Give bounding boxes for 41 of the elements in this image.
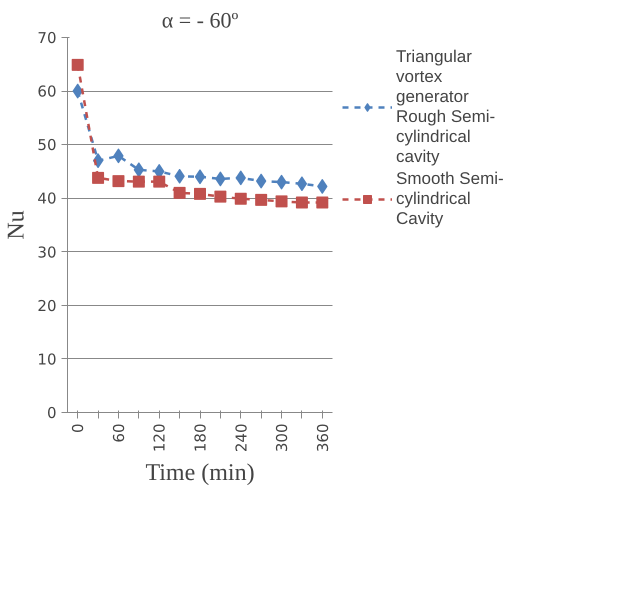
x-tick-label: 0 [69,423,88,434]
point [72,58,84,71]
x-tick-label: 360 [314,423,332,452]
point [113,148,124,164]
point [296,196,308,208]
y-tick-label: 50 [37,136,57,154]
point [134,162,144,178]
x-tick-label: 120 [150,423,169,452]
point [255,194,268,206]
point [112,175,124,188]
x-tick-label: 180 [192,423,210,452]
chart-title: α = - 60º [162,8,238,32]
y-tick-label: 60 [37,82,57,101]
point [194,169,206,184]
legend-label: Triangular vortex generator Rough Semi-cylindrical cavity [396,47,496,167]
point [132,176,145,188]
point [296,176,308,192]
y-axis-title: Nu [3,210,30,240]
y-tick-label: 40 [37,190,57,208]
y-tick-label: 30 [37,243,57,262]
y-tick-label: 10 [37,350,57,368]
y-tick-label: 20 [37,296,57,315]
point [214,190,226,203]
y-tick-label: 70 [37,29,57,47]
legend-label: Smooth Semi-cylindrical Cavity [396,169,504,229]
point [276,195,288,208]
point [174,168,185,184]
point [234,192,247,205]
x-axis-title: Time (min) [145,460,255,486]
point [194,188,206,200]
point [256,174,266,189]
point [276,174,287,190]
point [215,171,226,186]
point [316,196,328,208]
y-tick-label: 0 [46,404,57,422]
point [174,186,186,199]
x-tick-label: 240 [232,423,250,452]
point [153,176,166,188]
x-tick-label: 300 [273,423,292,452]
point [92,172,104,184]
x-tick-label: 60 [110,423,128,443]
